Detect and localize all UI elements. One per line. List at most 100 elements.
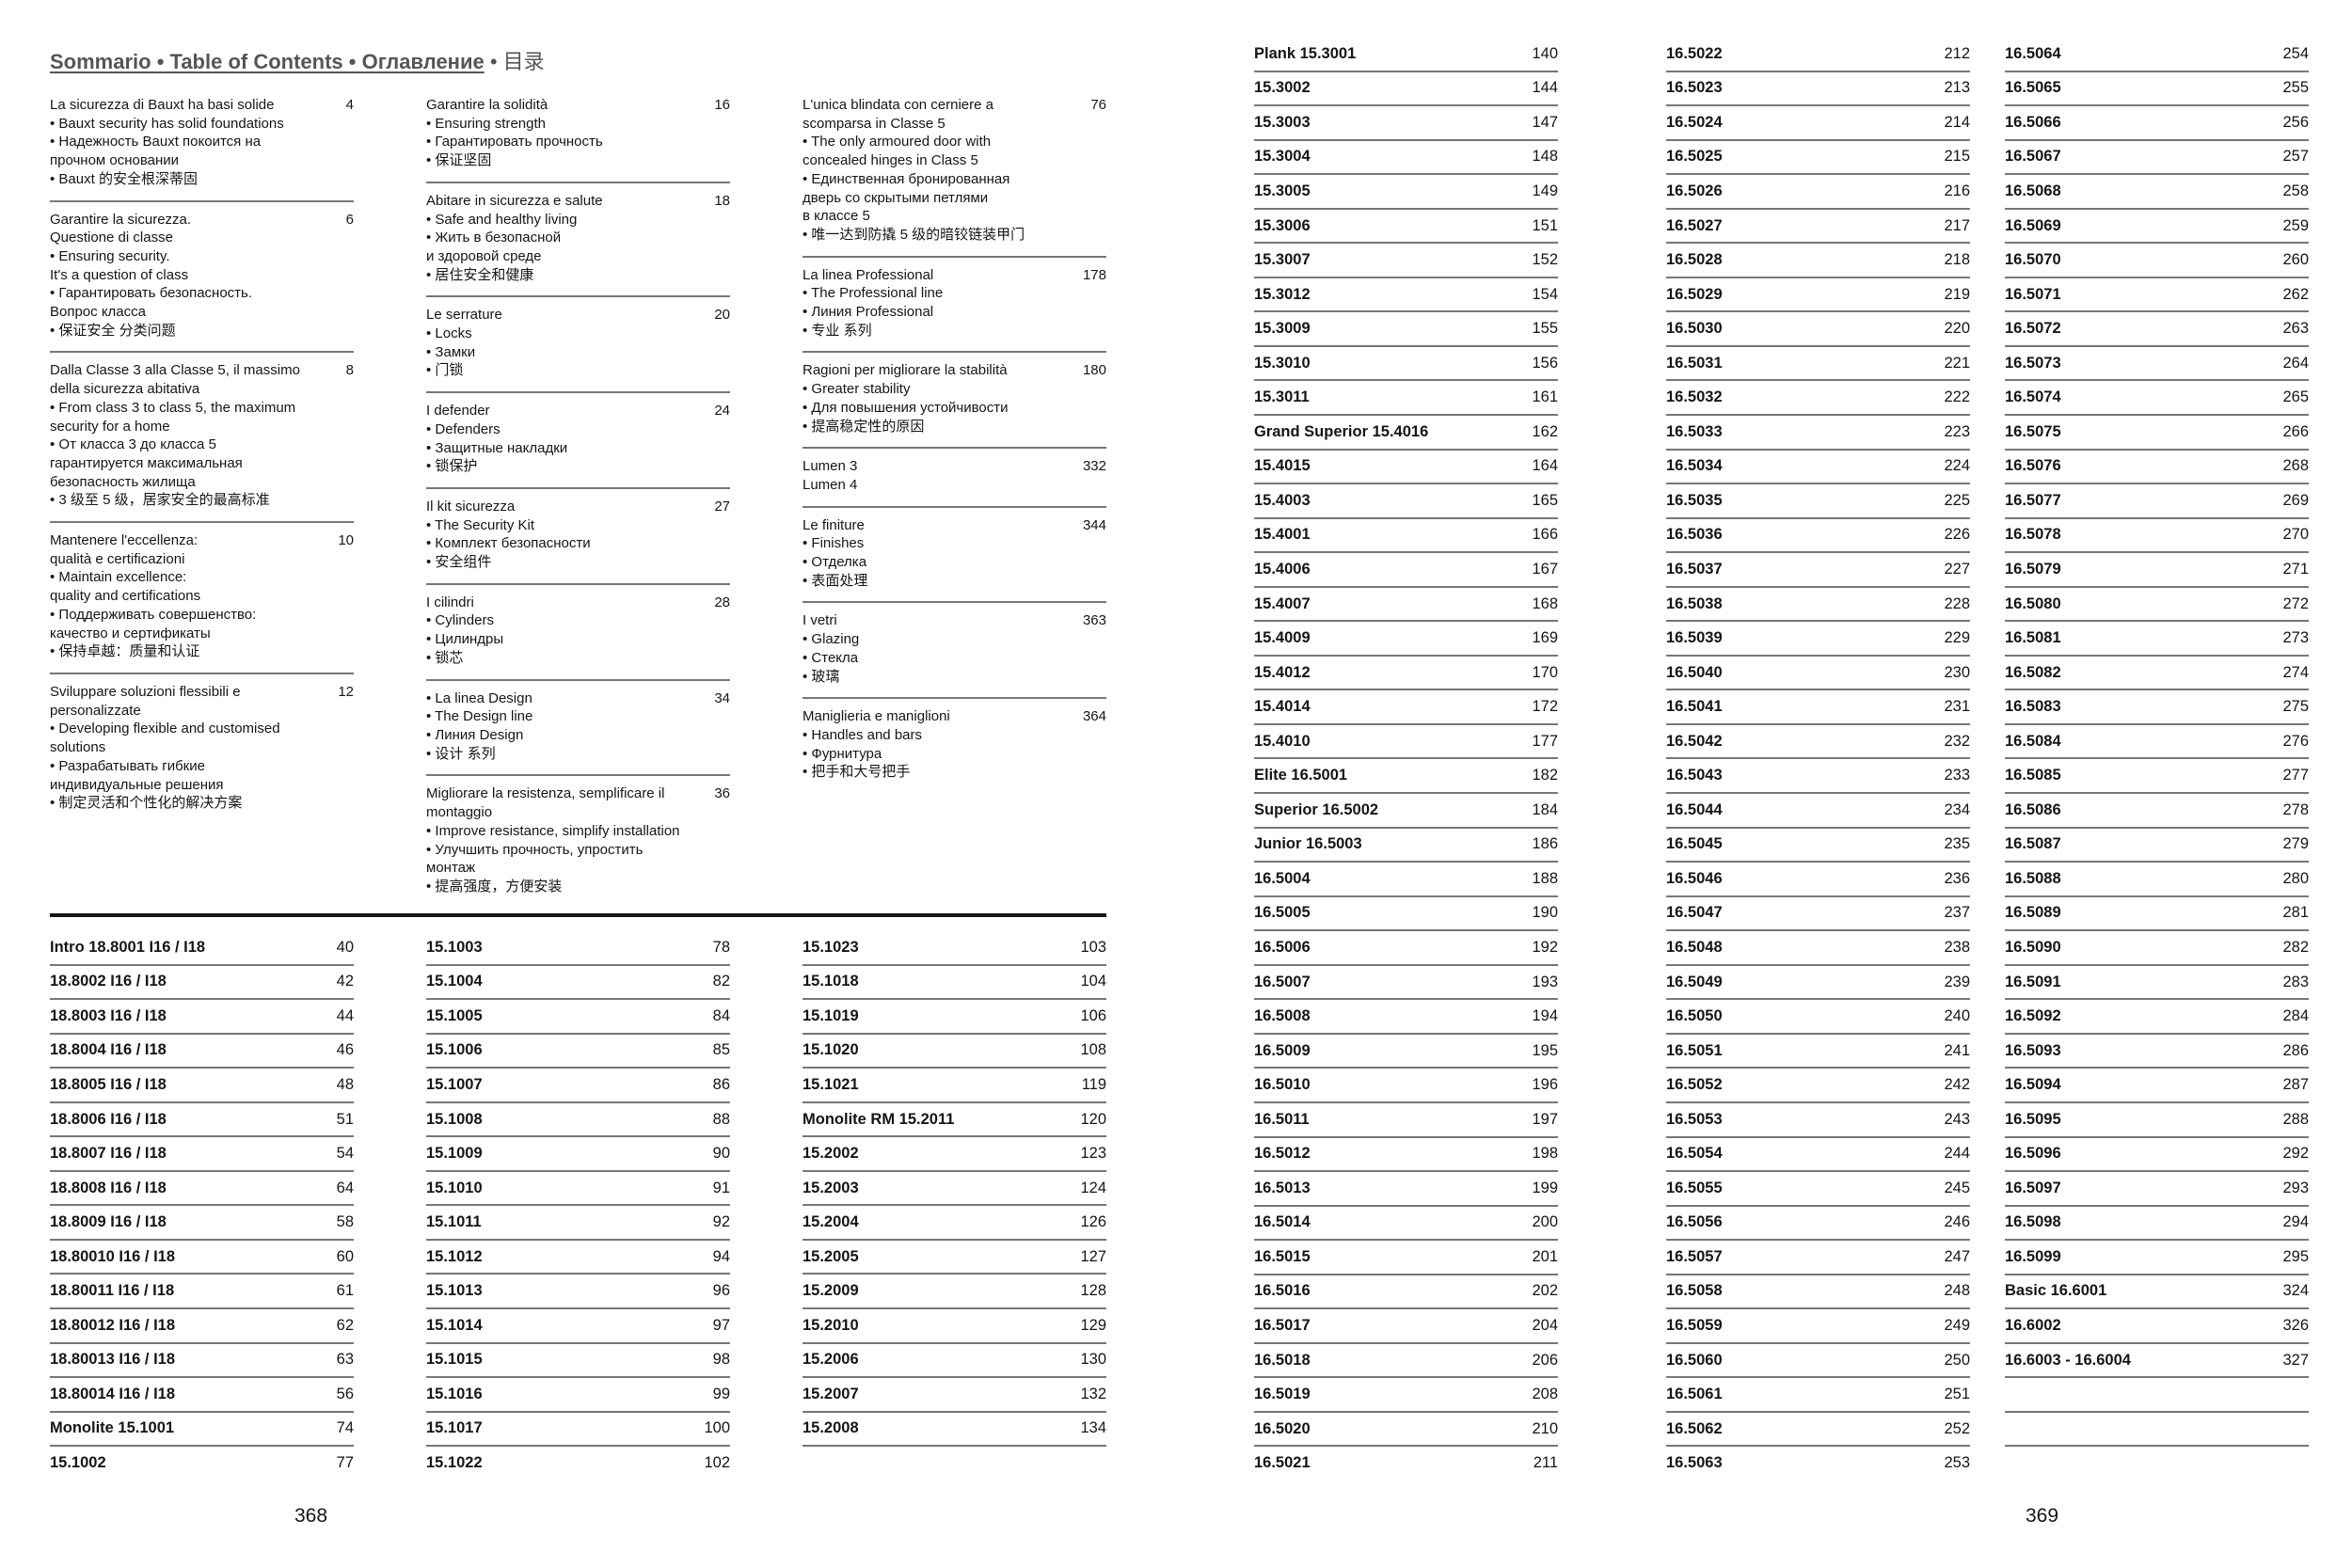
index-row: 16.5098 294 — [2005, 1207, 2309, 1242]
chapter-title-line: scomparsa in Classe 5 — [803, 115, 946, 132]
index-model-label: 15.4015 — [1254, 457, 1311, 475]
index-model-label: 16.5092 — [2005, 1007, 2061, 1025]
index-row: 16.5071 262 — [2005, 278, 2309, 313]
index-model-label: 15.2002 — [803, 1145, 859, 1163]
index-row: Superior 16.5002 184 — [1254, 794, 1558, 829]
chapter-title-line: • Комплект безопасности — [426, 535, 591, 552]
index-row: 18.8003 I16 / I18 44 — [50, 1000, 354, 1035]
index-model-label: 18.8004 I16 / I18 — [50, 1041, 167, 1059]
index-model-label: 16.5062 — [1666, 1419, 1723, 1437]
index-row: 16.5067 257 — [2005, 141, 2309, 176]
chapter-title-line: • Maintain excellence: — [50, 569, 187, 586]
index-row: 15.1014 97 — [426, 1309, 730, 1344]
index-model-label: 16.5027 — [1666, 216, 1723, 234]
chapter-title-line: qualità e certificazioni — [50, 550, 185, 567]
index-row: 16.5017 204 — [1254, 1309, 1558, 1344]
index-row: 15.3002 144 — [1254, 72, 1558, 107]
index-row: 18.80011 I16 / I18 61 — [50, 1275, 354, 1310]
index-row: 16.5096 292 — [2005, 1138, 2309, 1173]
chapter-title-line: индивидуальные решения — [50, 776, 224, 793]
index-page-number: 199 — [1532, 1179, 1558, 1196]
chapter-title-line: • 提高稳定性的原因 — [803, 418, 925, 435]
index-page-number: 208 — [1532, 1386, 1558, 1403]
index-model-label: 16.5087 — [2005, 835, 2061, 853]
index-row: 16.5050 240 — [1666, 1000, 1970, 1035]
index-row: 16.5075 266 — [2005, 416, 2309, 451]
chapter-entry: Abitare in sicurezza e salute • Safe and … — [426, 183, 730, 298]
index-row: 15.1007 86 — [426, 1069, 730, 1103]
chapter-title-line: • 保持卓越：质量和认证 — [50, 643, 200, 660]
chapter-page-number: 12 — [338, 683, 354, 700]
index-model-label: Grand Superior 15.4016 — [1254, 422, 1429, 440]
index-page-number: 279 — [2282, 835, 2309, 853]
index-page-number: 227 — [1944, 560, 1970, 578]
index-page-number: 74 — [336, 1419, 354, 1437]
index-row: 15.3004 148 — [1254, 141, 1558, 176]
chapter-title-line: • 表面处理 — [803, 572, 868, 589]
chapter-title-line: • Линия Professional — [803, 304, 934, 321]
index-page-number: 124 — [1080, 1179, 1106, 1196]
index-model-label: 16.5073 — [2005, 354, 2061, 372]
index-model-label: 15.1021 — [803, 1075, 859, 1093]
index-row: 15.1005 84 — [426, 1000, 730, 1035]
index-page-number: 236 — [1944, 869, 1970, 887]
index-page-number: 147 — [1532, 113, 1558, 131]
index-model-label: 15.2006 — [803, 1351, 859, 1369]
index-page-number: 226 — [1944, 526, 1970, 544]
index-row: 16.5080 272 — [2005, 588, 2309, 623]
index-model-label: 15.2003 — [803, 1179, 859, 1196]
index-row: 15.4014 172 — [1254, 690, 1558, 725]
chapter-entry: Le serrature • Locks • Замки • 门锁 20 — [426, 297, 730, 394]
index-model-label: 16.5093 — [2005, 1041, 2061, 1059]
index-page-number: 239 — [1944, 973, 1970, 990]
index-page-number: 126 — [1080, 1213, 1106, 1231]
chapter-title-line: • 安全组件 — [426, 554, 492, 571]
index-model-label: 15.1007 — [426, 1075, 483, 1093]
index-page-number: 152 — [1532, 251, 1558, 269]
index-page-number: 243 — [1944, 1110, 1970, 1128]
index-model-label: 16.5050 — [1666, 1007, 1723, 1025]
index-row: Basic 16.6001 324 — [2005, 1275, 2309, 1310]
index-model-label: 15.1010 — [426, 1179, 483, 1196]
index-row: 16.5081 273 — [2005, 622, 2309, 657]
index-model-label: 16.5091 — [2005, 973, 2061, 990]
chapter-title-line: • Bauxt security has solid foundations — [50, 115, 284, 132]
index-model-label: 16.5011 — [1254, 1110, 1310, 1128]
empty-index-row — [2005, 1378, 2309, 1413]
index-model-label: 15.1013 — [426, 1282, 483, 1300]
index-row: 16.5090 282 — [2005, 931, 2309, 966]
index-row: 16.5014 200 — [1254, 1207, 1558, 1242]
index-row: 15.1010 91 — [426, 1172, 730, 1207]
index-page-number: 120 — [1080, 1110, 1106, 1128]
chapter-title-line: I cilindri — [426, 594, 474, 610]
chapter-title-line: • Единственная бронированная — [803, 170, 1010, 187]
index-page-number: 283 — [2282, 973, 2309, 990]
index-row: 16.5066 256 — [2005, 106, 2309, 141]
index-page-number: 98 — [712, 1351, 730, 1369]
index-model-label: 15.1009 — [426, 1145, 483, 1163]
index-row: 15.3006 151 — [1254, 210, 1558, 245]
index-row: 16.5021 211 — [1254, 1447, 1558, 1480]
index-page-number: 46 — [336, 1041, 354, 1059]
chapter-title-line: • Improve resistance, simplify installat… — [426, 822, 680, 839]
index-page-number: 90 — [712, 1145, 730, 1163]
index-row: 16.5072 263 — [2005, 312, 2309, 347]
index-row: 18.8009 I16 / I18 58 — [50, 1206, 354, 1241]
index-row: 16.5029 219 — [1666, 278, 1970, 313]
index-page-number: 102 — [704, 1453, 730, 1471]
index-model-label: 16.5040 — [1666, 663, 1723, 681]
index-row: 16.6002 326 — [2005, 1309, 2309, 1344]
index-page-number: 166 — [1532, 526, 1558, 544]
index-model-label: 16.6002 — [2005, 1317, 2061, 1334]
index-row: 18.8007 I16 / I18 54 — [50, 1137, 354, 1172]
index-row: 16.5086 278 — [2005, 794, 2309, 829]
index-row: 16.5043 233 — [1666, 759, 1970, 795]
index-row: 16.5038 228 — [1666, 588, 1970, 623]
page-number-left: 368 — [294, 1505, 328, 1527]
index-row: 16.5035 225 — [1666, 484, 1970, 519]
index-page-number: 231 — [1944, 698, 1970, 716]
index-row: 16.5058 248 — [1666, 1275, 1970, 1310]
chapter-page-number: 6 — [345, 211, 354, 228]
index-row: 16.5011 197 — [1254, 1103, 1558, 1138]
index-page-number: 247 — [1944, 1247, 1970, 1265]
